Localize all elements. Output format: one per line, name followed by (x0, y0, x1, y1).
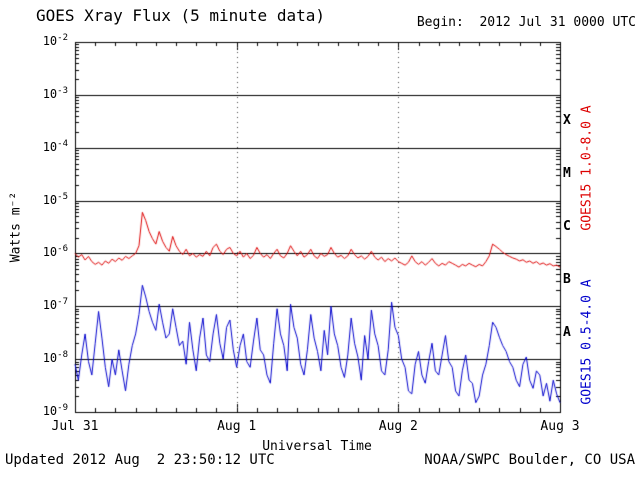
y-tick-label: 10-8 (42, 350, 68, 366)
begin-timestamp: Begin: 2012 Jul 31 0000 UTC (416, 15, 636, 30)
y-tick-label: 10-6 (42, 244, 68, 260)
x-axis-label: Universal Time (262, 439, 372, 454)
x-tick-label: Aug 1 (217, 419, 257, 434)
y-tick-label: 10-3 (42, 85, 68, 101)
x-tick-label: Aug 3 (540, 419, 580, 434)
y-axis-label: Watts m⁻² (8, 191, 24, 263)
flare-class-m-label: M (563, 166, 571, 182)
updated-timestamp: Updated 2012 Aug 2 23:50:12 UTC (5, 452, 275, 468)
flare-class-a-label: A (563, 324, 571, 340)
page-title: GOES Xray Flux (5 minute data) (36, 6, 325, 25)
y-tick-label: 10-5 (42, 191, 68, 207)
flare-class-c-label: C (563, 219, 571, 234)
x-tick-label: Aug 2 (378, 419, 418, 434)
flare-class-b-label: B (563, 271, 571, 287)
legend-goes15-short-channel: GOES15 0.5-4.0 A (579, 279, 595, 405)
legend-goes15-long-channel: GOES15 1.0-8.0 A (579, 105, 595, 231)
data-source-credit: NOAA/SWPC Boulder, CO USA (424, 452, 635, 468)
y-tick-label: 10-2 (42, 33, 68, 48)
x-tick-label: Jul 31 (51, 419, 99, 434)
flare-class-x-label: X (563, 113, 571, 129)
y-tick-label: 10-4 (42, 138, 68, 154)
y-tick-label: 10-7 (42, 297, 68, 313)
y-tick-label: 10-9 (42, 403, 68, 418)
